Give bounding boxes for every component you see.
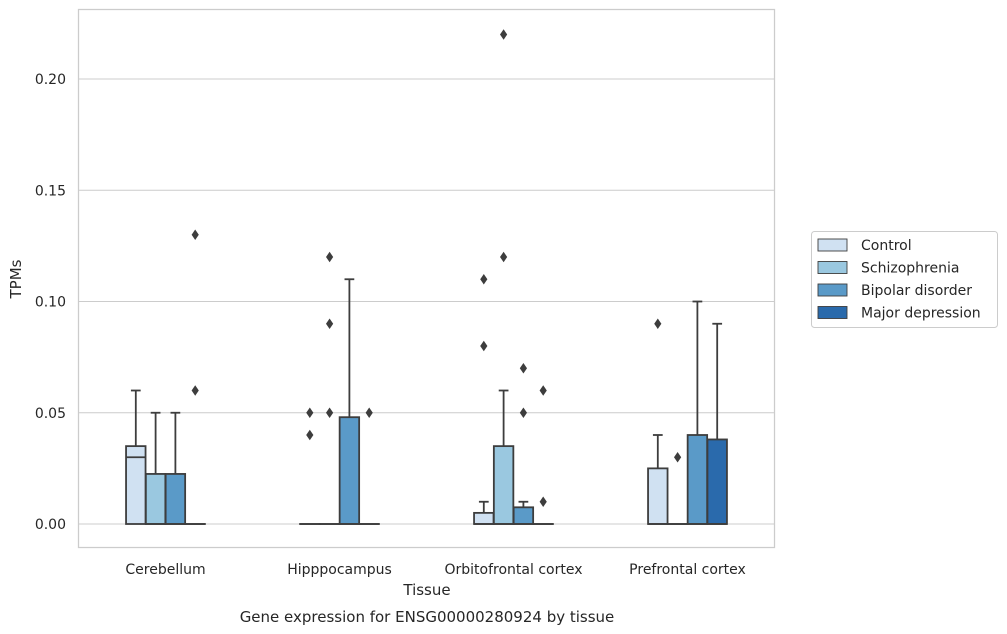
outlier-point (654, 318, 662, 329)
outlier-point (539, 496, 547, 507)
box-plots (125, 29, 728, 525)
box (492, 445, 515, 525)
y-tick-label: 0.10 (35, 295, 66, 311)
outlier-point (326, 318, 334, 329)
box (706, 438, 728, 525)
box-group (473, 274, 495, 525)
y-tick-label: 0.20 (35, 72, 66, 88)
x-axis-label: Tissue (402, 581, 450, 599)
y-axis-ticks: 0.00 0.05 0.10 0.15 0.20 (35, 72, 66, 533)
y-tick-label: 0.15 (35, 183, 66, 199)
box (164, 473, 187, 525)
x-tick-label: Prefrontal cortex (629, 562, 746, 578)
outlier-point (480, 340, 488, 352)
box (338, 416, 361, 525)
outlier-point (480, 274, 488, 285)
x-tick-label: Orbitofrontal cortex (445, 562, 583, 578)
legend-label: Bipolar disorder (861, 283, 972, 299)
box-group (512, 363, 535, 525)
box-group (532, 385, 554, 525)
legend-items: Control Schizophrenia Bipolar disorder Majo… (817, 238, 981, 322)
outlier-point (519, 363, 527, 374)
outlier-point (539, 385, 547, 396)
legend-swatch (817, 238, 848, 252)
outlier-point (306, 429, 314, 441)
outlier-point (674, 452, 682, 463)
box (686, 434, 709, 525)
outlier-point (306, 407, 314, 418)
outlier-point (365, 407, 373, 418)
legend-swatch (817, 306, 848, 319)
legend-swatch (817, 261, 848, 274)
legend-label: Major depression (861, 306, 981, 322)
legend-label: Schizophrenia (861, 261, 959, 277)
box (473, 511, 495, 525)
y-tick-label: 0.05 (35, 406, 66, 422)
plot-frame (77, 8, 776, 549)
outlier-point (191, 229, 199, 240)
legend-swatch (817, 283, 848, 297)
legend-label: Control (861, 238, 912, 254)
box-group (492, 29, 515, 525)
outlier-point (519, 407, 527, 418)
y-tick-label: 0.00 (35, 517, 66, 533)
box (144, 473, 167, 525)
x-tick-label: Hipppocampus (287, 562, 392, 578)
outlier-point (191, 385, 199, 396)
x-axis-ticks: Cerebellum Hipppocampus Orbitofrontal cort… (125, 562, 745, 578)
box-group (338, 278, 361, 525)
outlier-point (500, 29, 508, 40)
box-group (647, 318, 669, 525)
box-group (164, 411, 187, 525)
box (512, 506, 535, 525)
x-tick-label: Cerebellum (125, 562, 205, 578)
outlier-point (500, 251, 508, 263)
legend-frame (811, 231, 998, 328)
chart-caption: Gene expression for ENSG00000280924 by t… (240, 608, 615, 626)
legend: Control Schizophrenia Bipolar disorder Majo… (811, 231, 998, 328)
box-group (184, 229, 206, 525)
y-axis-label: TPMs (7, 259, 25, 299)
outlier-point (326, 407, 334, 418)
box-group (706, 322, 728, 525)
box-group (358, 407, 380, 525)
box (647, 467, 669, 525)
outlier-point (326, 251, 334, 263)
